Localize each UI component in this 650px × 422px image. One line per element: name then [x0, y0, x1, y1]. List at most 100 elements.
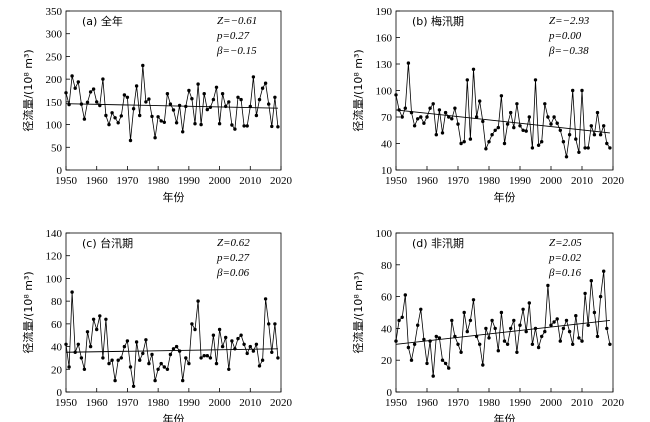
data-point	[412, 124, 417, 128]
data-point	[564, 155, 569, 159]
data-point	[208, 356, 213, 360]
data-point	[254, 342, 259, 346]
data-point	[527, 115, 531, 119]
data-point	[162, 120, 166, 125]
x-tick-label: 1950	[385, 175, 408, 187]
x-tick-label: 2000	[540, 397, 563, 409]
series-line	[65, 65, 279, 141]
data-point	[202, 354, 206, 358]
data-point	[177, 349, 182, 353]
data-point	[518, 323, 522, 327]
data-point	[128, 138, 133, 143]
x-axis-label: 年份	[494, 412, 516, 422]
data-point	[214, 361, 219, 366]
x-tick-label: 1970	[447, 397, 470, 409]
data-point	[153, 378, 157, 383]
data-point	[509, 326, 513, 331]
data-point	[419, 115, 423, 119]
data-point	[270, 124, 274, 129]
stat-label: p=0.00	[548, 30, 582, 42]
data-point	[174, 121, 179, 125]
x-tick-label: 1980	[478, 175, 501, 187]
data-point	[95, 100, 99, 104]
y-tick-label: 200	[46, 74, 63, 86]
y-tick-label: 0	[57, 165, 63, 177]
data-point	[168, 102, 173, 106]
x-tick-label: 1970	[116, 175, 139, 187]
data-point	[602, 269, 606, 273]
data-point	[453, 106, 457, 110]
x-tick-label: 2020	[602, 175, 625, 187]
data-point	[425, 115, 429, 119]
data-point	[394, 93, 398, 97]
data-point	[450, 318, 454, 323]
data-point	[605, 141, 609, 146]
data-point	[481, 363, 485, 367]
data-point	[474, 334, 479, 339]
data-point	[67, 102, 71, 107]
y-tick-label: 100	[376, 86, 393, 98]
data-point	[428, 339, 432, 343]
y-tick-label: 160	[376, 33, 393, 45]
data-point	[88, 90, 93, 94]
data-point	[177, 103, 182, 108]
data-point	[512, 125, 516, 130]
panel-tag: (b) 梅汛期	[412, 14, 464, 28]
data-point	[110, 358, 114, 362]
data-point	[267, 322, 271, 326]
y-tick-label: 80	[381, 260, 393, 272]
data-point	[493, 128, 497, 132]
stat-label: Z=0.62	[217, 237, 250, 249]
data-point	[440, 131, 445, 135]
data-point	[512, 318, 516, 323]
data-point	[561, 326, 566, 331]
data-point	[276, 356, 280, 360]
data-point	[273, 322, 277, 326]
data-point	[499, 310, 504, 315]
data-point	[248, 344, 252, 349]
data-point	[580, 339, 584, 343]
data-point	[515, 102, 519, 106]
stat-label: β=−0.38	[548, 45, 589, 57]
panel-tag: (c) 台汛期	[82, 236, 133, 250]
data-point	[462, 140, 466, 144]
data-point	[82, 117, 87, 121]
plot-frame	[65, 10, 282, 171]
data-point	[400, 315, 404, 319]
data-point	[471, 67, 476, 72]
data-point	[70, 74, 74, 78]
data-point	[459, 141, 463, 146]
data-point	[443, 110, 448, 115]
data-point	[119, 356, 124, 360]
data-point	[589, 124, 593, 128]
data-point	[555, 317, 559, 321]
data-point	[91, 317, 96, 321]
data-point	[406, 345, 411, 350]
data-point	[583, 146, 587, 150]
x-tick-label: 2020	[602, 397, 625, 409]
data-point	[509, 110, 513, 115]
data-point	[101, 356, 105, 360]
data-point	[527, 301, 531, 305]
data-point	[502, 141, 507, 146]
y-tick-label: 140	[46, 228, 63, 240]
data-point	[159, 119, 163, 123]
data-point	[543, 102, 547, 106]
data-point	[98, 103, 102, 108]
data-point	[91, 87, 96, 91]
x-tick-label: 1950	[385, 397, 408, 409]
y-axis-label: 径流量/(10⁸ m³)	[21, 49, 35, 131]
data-point	[156, 115, 160, 119]
data-point	[437, 336, 442, 340]
data-point	[450, 117, 454, 121]
data-point	[181, 130, 185, 134]
trend-line	[65, 348, 278, 353]
data-point	[555, 121, 559, 125]
data-point	[567, 329, 572, 334]
data-point	[397, 108, 401, 112]
stat-label: p=0.27	[216, 252, 250, 264]
data-point	[595, 334, 600, 339]
x-tick-label: 1980	[478, 397, 501, 409]
data-point	[76, 342, 81, 346]
data-point	[434, 334, 438, 339]
